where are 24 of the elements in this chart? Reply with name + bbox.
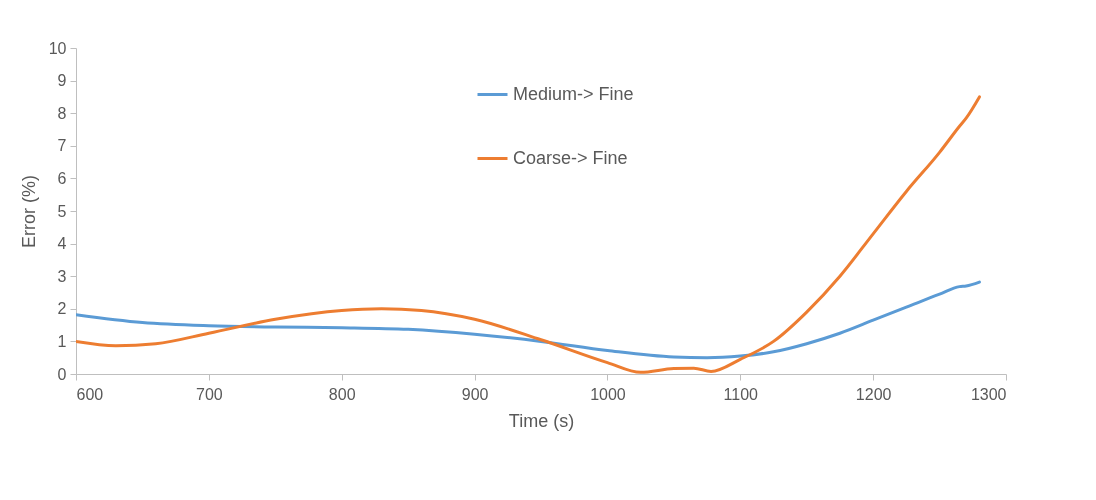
y-tick-label: 5 [57, 202, 67, 220]
y-tick-label: 6 [57, 169, 67, 187]
x-axis-title: Time (s) [508, 410, 575, 431]
y-tick-label: 1 [57, 332, 67, 350]
line-series [76, 280, 981, 360]
x-tick-label: 1100 [723, 385, 759, 403]
y-tick-label: 3 [57, 267, 67, 285]
y-tick-label: 7 [57, 137, 67, 155]
x-tick-label: 1000 [590, 385, 626, 403]
y-tick-label: 4 [57, 235, 67, 253]
x-tick-label: 700 [196, 385, 223, 403]
y-tick-label: 2 [57, 300, 67, 318]
x-tick-label: 800 [328, 385, 356, 403]
y-tick-label: 0 [57, 365, 67, 383]
y-axis-title: Error (%) [18, 175, 39, 248]
x-tick-label: 1300 [970, 385, 1007, 403]
y-tick-label: 10 [48, 39, 67, 57]
y-tick-label: 9 [57, 72, 67, 90]
x-tick-label: 900 [461, 385, 489, 403]
legend-label: Coarse-> Fine [513, 147, 628, 168]
x-tick-label: 1200 [855, 385, 892, 403]
legend-label: Medium-> Fine [513, 83, 634, 104]
x-tick-label: 600 [76, 385, 104, 403]
y-tick-label: 8 [57, 104, 67, 122]
